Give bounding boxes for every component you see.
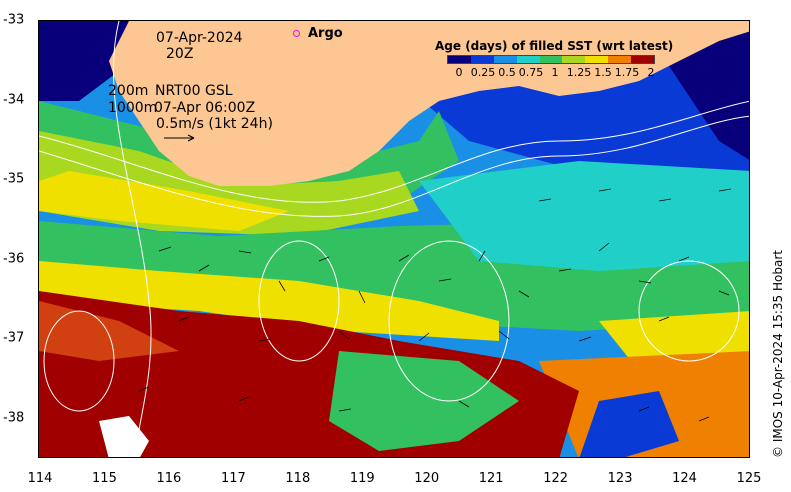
x-tick-label: 124	[672, 471, 697, 486]
eddy-contour-4	[43, 310, 115, 412]
colorbar-segment	[493, 56, 517, 63]
x-tick-label: 116	[156, 471, 182, 486]
sst-map	[38, 20, 750, 458]
colorbar-tick-label: 1.75	[614, 66, 640, 79]
sst-band-cyan	[419, 161, 749, 271]
y-tick-label: -33	[3, 12, 25, 28]
x-tick-label: 117	[220, 471, 246, 486]
y-tick-label: -37	[3, 330, 25, 346]
x-tick-label: 121	[478, 471, 504, 486]
colorbar-segment	[448, 56, 471, 63]
x-tick-label: 119	[349, 471, 375, 486]
date-label: 07-Apr-2024	[156, 30, 243, 46]
current-vectors	[138, 188, 732, 422]
sst-map-canvas	[39, 21, 749, 457]
depth-200-label: 200m	[108, 83, 149, 99]
y-tick-label: -34	[3, 92, 25, 107]
colorbar-tick-label: 0.25	[470, 66, 496, 79]
colorbar-tick-label: 1.25	[566, 66, 592, 79]
eddy-contour-1	[388, 240, 510, 402]
colorbar-tick-label: 1	[551, 66, 559, 79]
product-label: NRT00 GSL	[155, 83, 233, 99]
colorbar-tick-label: 0.75	[518, 66, 544, 79]
argo-legend: Argo	[293, 26, 343, 41]
vector-scale-label: 0.5m/s (1kt 24h)	[156, 116, 273, 132]
colorbar-segment	[539, 56, 563, 63]
argo-label: Argo	[308, 26, 343, 41]
colorbar-segment	[585, 56, 609, 63]
eddy-contour-3	[638, 260, 740, 362]
argo-marker-icon	[293, 30, 300, 37]
x-tick-label: 114	[27, 471, 53, 486]
sst-band-south-green	[329, 351, 519, 451]
sst-band-yellow-south	[39, 261, 499, 341]
colorbar-tick-label: 2	[647, 66, 655, 79]
x-tick-label: 115	[92, 471, 117, 486]
credit-label: © IMOS 10-Apr-2024 15:35 Hobart	[771, 250, 785, 458]
x-tick-label: 125	[736, 471, 762, 486]
sst-band-nw-darkblue	[39, 21, 129, 101]
contour-west	[113, 21, 152, 457]
vector-scale-arrow	[164, 134, 195, 142]
colorbar	[447, 55, 655, 64]
colorbar-segment	[631, 56, 655, 63]
x-tick-label: 120	[414, 471, 440, 486]
sst-band-south-blue	[579, 391, 679, 457]
depth-1000-label: 1000m	[108, 100, 158, 116]
colorbar-title: Age (days) of filled SST (wrt latest)	[435, 39, 674, 53]
y-tick-label: -35	[3, 171, 25, 187]
product-time-label: 07-Apr 06:00Z	[154, 100, 256, 116]
colorbar-tick-label: 0.5	[498, 66, 516, 79]
colorbar-tick-label: 1.5	[594, 66, 612, 79]
x-tick-label: 118	[285, 471, 311, 486]
x-tick-label: 123	[607, 471, 633, 486]
contour-1000m	[39, 115, 749, 217]
eddy-contour-2	[258, 240, 340, 362]
contour-200m	[39, 100, 749, 203]
colorbar-segment	[562, 56, 586, 63]
colorbar-tick-label: 0	[455, 66, 463, 79]
colorbar-segment	[516, 56, 540, 63]
sst-band-yellow	[39, 171, 289, 231]
colorbar-segment	[608, 56, 632, 63]
y-tick-label: -36	[3, 251, 25, 266]
sst-band-red	[39, 301, 179, 361]
colorbar-segment	[470, 56, 494, 63]
y-tick-label: -38	[3, 410, 25, 425]
x-tick-label: 122	[543, 471, 569, 486]
time-label: 20Z	[166, 46, 194, 62]
